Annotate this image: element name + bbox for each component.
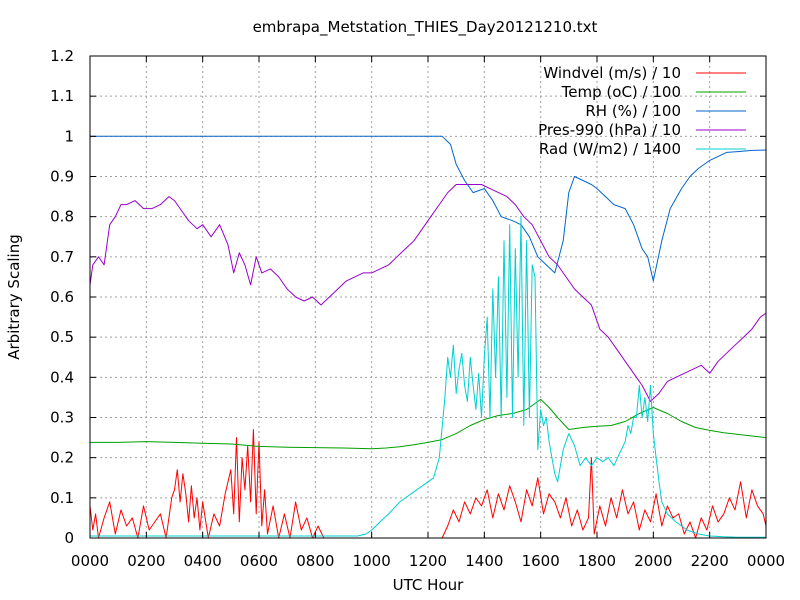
y-tick-label: 0.6	[50, 288, 74, 306]
y-tick-label: 0.9	[50, 168, 74, 186]
x-tick-label: 2000	[634, 552, 672, 570]
series-layer	[89, 135, 767, 539]
x-tick-label: 0400	[184, 552, 222, 570]
series-line-1	[90, 398, 767, 450]
x-tick-label: 0800	[296, 552, 334, 570]
x-tick-label: 0000	[71, 552, 109, 570]
series-line-3	[89, 184, 767, 402]
y-axis: 0 0.1 0.2 0.3 0.4 0.5 0.6 0.7 0.8 0.9 1 1.1 1.2	[50, 47, 766, 547]
y-tick-label: 0.7	[50, 248, 74, 266]
y-tick-label: 0	[64, 529, 74, 547]
y-tick-label: 0.1	[50, 489, 74, 507]
y-tick-label: 0.3	[50, 409, 74, 427]
legend-label: Windvel (m/s) / 10	[543, 64, 681, 82]
x-tick-label: 2200	[691, 552, 729, 570]
x-tick-label: 0200	[127, 552, 165, 570]
x-axis-label: UTC Hour	[393, 576, 464, 594]
legend-label: Temp (oC) / 100	[561, 83, 681, 101]
x-tick-label: 1400	[465, 552, 503, 570]
y-tick-label: 0.5	[50, 328, 74, 346]
x-tick-label: 0000	[747, 552, 785, 570]
chart-title: embrapa_Metstation_THIES_Day20121210.txt	[253, 18, 598, 37]
x-tick-label: 1000	[353, 552, 391, 570]
y-tick-label: 0.2	[50, 449, 74, 467]
y-tick-label: 0.8	[50, 208, 74, 226]
x-tick-label: 1800	[578, 552, 616, 570]
series-line-4	[90, 216, 766, 538]
x-tick-label: 0600	[240, 552, 278, 570]
x-tick-label: 1200	[409, 552, 447, 570]
y-tick-label: 1	[64, 127, 74, 145]
x-tick-label: 1600	[522, 552, 560, 570]
y-tick-label: 0.4	[50, 368, 74, 386]
y-tick-label: 1.2	[50, 47, 74, 65]
legend-label: Rad (W/m2) / 1400	[539, 140, 681, 158]
legend-label: Pres-990 (hPa) / 10	[538, 121, 681, 139]
y-tick-label: 1.1	[50, 87, 74, 105]
series-line-2	[90, 135, 767, 282]
y-axis-label: Arbitrary Scaling	[5, 234, 23, 360]
legend-label: RH (%) / 100	[585, 102, 681, 120]
x-axis: 0000 0200 0400 0600 0800 1000 1200 1400 1600 1800…	[71, 56, 785, 570]
